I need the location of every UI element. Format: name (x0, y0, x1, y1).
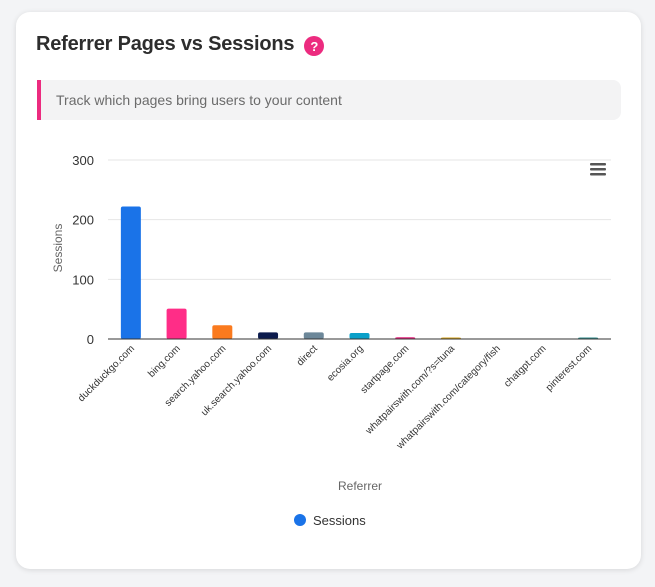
hamburger-menu-icon[interactable] (588, 158, 608, 178)
y-axis-ticks: 0 100 200 300 (72, 153, 94, 347)
description-text: Track which pages bring users to your co… (56, 92, 342, 108)
x-axis-ticks: duckduckgo.com bing.comsearch.yahoo.comuk… (76, 343, 594, 452)
y-tick-label: 200 (72, 213, 94, 228)
y-tick-label: 100 (72, 272, 94, 287)
bar-bing-com[interactable] (166, 308, 187, 339)
chart-bars (120, 206, 599, 339)
x-tick-label: direct (295, 343, 320, 368)
x-tick-label: duckduckgo.com (76, 343, 137, 404)
bar-search-yahoo-com[interactable] (212, 325, 233, 339)
y-axis-label: Sessions (51, 224, 65, 273)
description-box: Track which pages bring users to your co… (37, 80, 621, 120)
legend-label: Sessions (313, 513, 366, 528)
bar-uk-search-yahoo-com[interactable] (258, 332, 279, 339)
chart-card: Referrer Pages vs Sessions ? Track which… (16, 12, 641, 569)
help-icon[interactable]: ? (304, 36, 325, 56)
x-tick-label: bing.com (146, 343, 182, 379)
y-tick-label: 0 (87, 332, 94, 347)
legend[interactable]: Sessions (294, 513, 366, 528)
card-header: Referrer Pages vs Sessions ? (36, 32, 325, 56)
x-tick-label: pinterest.com (544, 343, 594, 393)
bar-direct[interactable] (303, 332, 324, 339)
bar-ecosia-org[interactable] (349, 333, 370, 339)
x-axis-label: Referrer (338, 479, 382, 493)
x-tick-label: chatgpt.com (502, 343, 548, 389)
legend-marker (294, 514, 306, 526)
y-tick-label: 300 (72, 153, 94, 168)
x-tick-label: ecosia.org (325, 343, 365, 383)
x-tick-label: whatpairswith.com/?s=tuna (363, 343, 457, 437)
card-title: Referrer Pages vs Sessions (36, 32, 295, 55)
bar-duckduckgo-com[interactable] (120, 206, 141, 339)
chart-grid (108, 159, 611, 280)
